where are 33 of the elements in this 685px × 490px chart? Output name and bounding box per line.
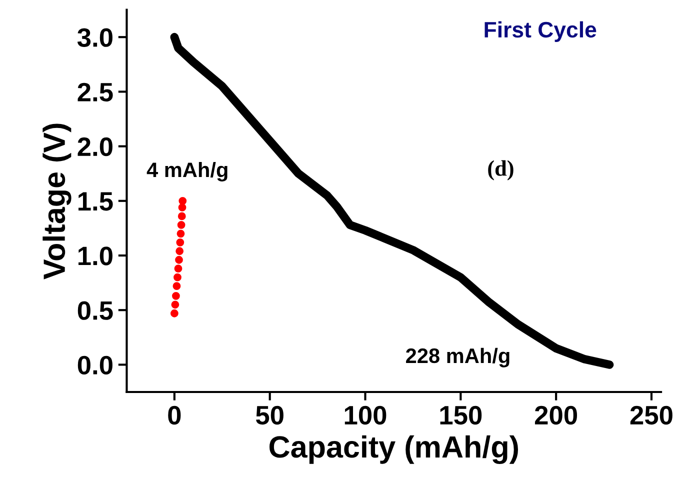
x-tick-label: 200 <box>534 406 578 425</box>
y-tick-label: 0.0 <box>78 356 112 375</box>
y-axis-title: Voltage (V) <box>42 124 72 280</box>
x-tick-label: 150 <box>440 406 482 425</box>
point <box>174 273 182 282</box>
point <box>172 282 181 290</box>
point <box>178 204 186 212</box>
point <box>171 300 180 309</box>
point <box>174 264 182 273</box>
point <box>176 238 184 246</box>
y-tick-label: 2.5 <box>78 82 113 102</box>
point <box>178 196 187 205</box>
y-tick-label: 2.0 <box>78 137 112 156</box>
point <box>178 212 186 220</box>
point <box>170 309 178 318</box>
point <box>176 247 184 256</box>
x-tick-label: 50 <box>256 406 284 425</box>
annotation: 228 mAh/g <box>406 348 510 368</box>
point <box>175 256 183 264</box>
chart-title: First Cycle <box>484 21 596 42</box>
annotation: (d) <box>488 160 514 180</box>
y-tick-label: 3.0 <box>77 28 112 47</box>
x-tick-label: 0 <box>168 406 181 425</box>
x-tick-label: 250 <box>630 406 672 425</box>
y-tick-label: 1.5 <box>78 192 113 211</box>
x-tick-label: 100 <box>344 406 386 425</box>
x-axis-title: Capacity (mAh/g) <box>270 435 518 464</box>
y-tick-label: 1.0 <box>78 246 112 266</box>
annotation: 4 mAh/g <box>146 162 228 182</box>
y-tick-label: 0.5 <box>78 301 113 320</box>
point <box>172 292 180 300</box>
point <box>176 230 185 238</box>
point <box>177 220 186 229</box>
